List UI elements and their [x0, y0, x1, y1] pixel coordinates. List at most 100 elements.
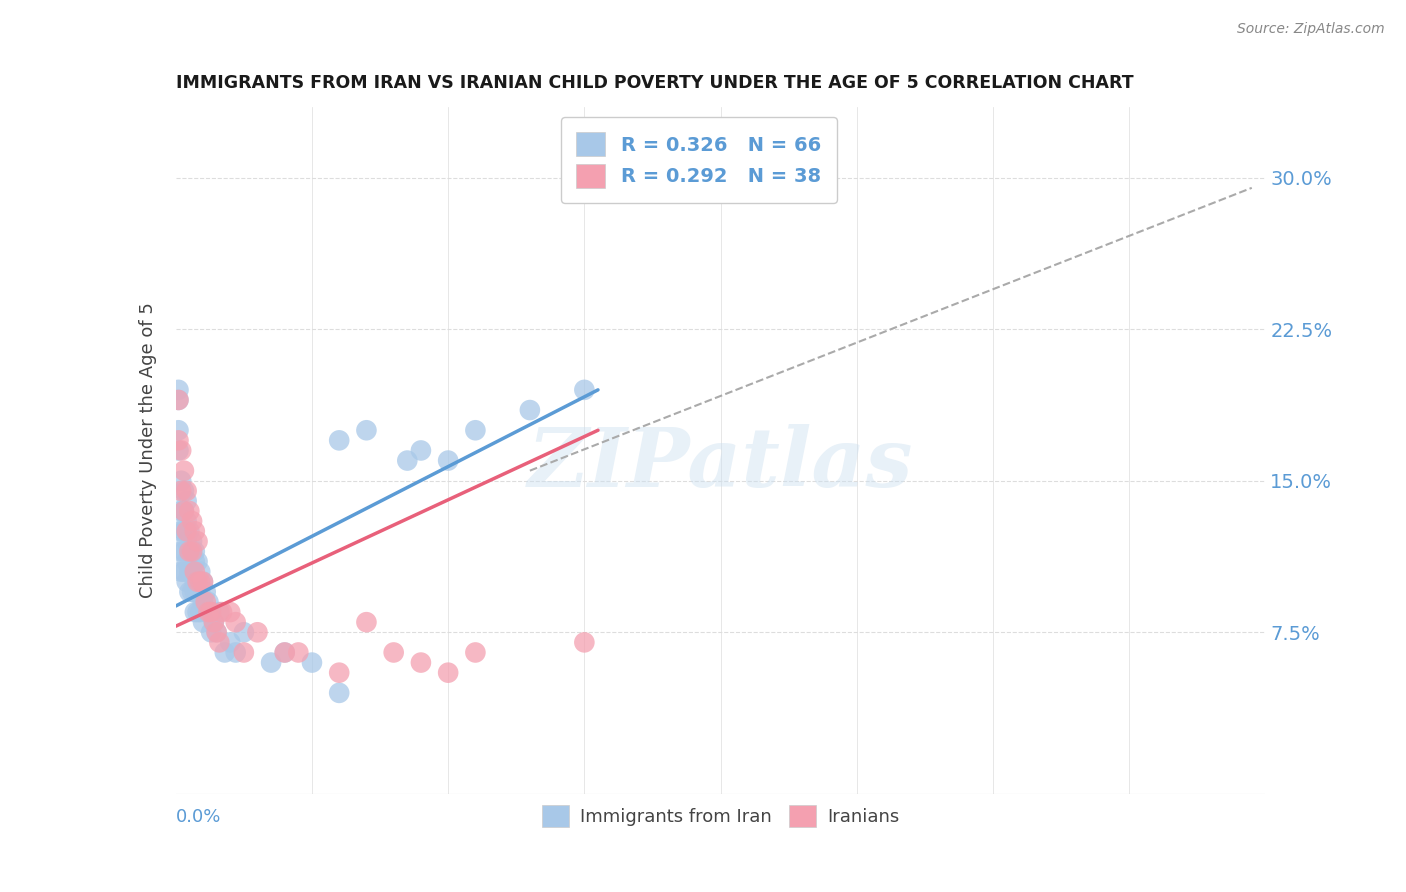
Point	[328, 434, 350, 448]
Point	[170, 565, 193, 579]
Point	[173, 544, 195, 558]
Point	[173, 504, 195, 518]
Point	[184, 544, 207, 558]
Point	[176, 534, 198, 549]
Point	[184, 574, 207, 589]
Point	[184, 605, 207, 619]
Point	[181, 514, 204, 528]
Point	[184, 565, 207, 579]
Point	[205, 625, 228, 640]
Text: 0.0%: 0.0%	[176, 807, 221, 826]
Point	[574, 383, 596, 397]
Point	[184, 524, 207, 539]
Point	[191, 595, 214, 609]
Point	[176, 494, 198, 508]
Point	[179, 585, 201, 599]
Point	[170, 544, 193, 558]
Point	[437, 665, 460, 680]
Point	[181, 544, 204, 558]
Point	[211, 605, 233, 619]
Point	[188, 574, 211, 589]
Point	[328, 665, 350, 680]
Point	[232, 625, 254, 640]
Point	[191, 574, 214, 589]
Point	[179, 565, 201, 579]
Point	[574, 635, 596, 649]
Point	[173, 464, 195, 478]
Point	[181, 534, 204, 549]
Point	[170, 504, 193, 518]
Point	[382, 645, 405, 659]
Point	[186, 534, 209, 549]
Point	[179, 504, 201, 518]
Point	[194, 595, 217, 609]
Point	[409, 443, 432, 458]
Point	[170, 443, 193, 458]
Point	[208, 605, 231, 619]
Point	[167, 383, 190, 397]
Point	[186, 574, 209, 589]
Point	[167, 443, 190, 458]
Point	[194, 585, 217, 599]
Y-axis label: Child Poverty Under the Age of 5: Child Poverty Under the Age of 5	[139, 302, 157, 599]
Point	[219, 635, 242, 649]
Point	[214, 645, 236, 659]
Point	[274, 645, 297, 659]
Point	[396, 453, 419, 467]
Point	[170, 524, 193, 539]
Point	[167, 392, 190, 407]
Point	[328, 686, 350, 700]
Point	[301, 656, 323, 670]
Point	[200, 605, 222, 619]
Point	[173, 565, 195, 579]
Point	[200, 605, 222, 619]
Point	[186, 585, 209, 599]
Point	[225, 615, 247, 630]
Point	[181, 544, 204, 558]
Point	[464, 645, 486, 659]
Point	[191, 615, 214, 630]
Point	[219, 605, 242, 619]
Point	[519, 403, 541, 417]
Point	[176, 514, 198, 528]
Point	[464, 423, 486, 437]
Point	[274, 645, 297, 659]
Point	[437, 453, 460, 467]
Point	[194, 605, 217, 619]
Point	[179, 544, 201, 558]
Point	[188, 585, 211, 599]
Point	[173, 504, 195, 518]
Point	[202, 615, 225, 630]
Point	[232, 645, 254, 659]
Legend: Immigrants from Iran, Iranians: Immigrants from Iran, Iranians	[533, 797, 908, 837]
Point	[186, 555, 209, 569]
Point	[176, 555, 198, 569]
Point	[246, 625, 269, 640]
Point	[186, 605, 209, 619]
Point	[200, 625, 222, 640]
Point	[173, 524, 195, 539]
Point	[191, 574, 214, 589]
Point	[181, 585, 204, 599]
Point	[208, 635, 231, 649]
Point	[173, 483, 195, 498]
Point	[176, 574, 198, 589]
Point	[167, 434, 190, 448]
Point	[197, 605, 219, 619]
Point	[356, 615, 378, 630]
Point	[167, 423, 190, 437]
Point	[202, 615, 225, 630]
Point	[225, 645, 247, 659]
Point	[260, 656, 283, 670]
Point	[179, 524, 201, 539]
Point	[184, 585, 207, 599]
Point	[188, 605, 211, 619]
Point	[197, 595, 219, 609]
Point	[170, 474, 193, 488]
Point	[188, 565, 211, 579]
Point	[176, 524, 198, 539]
Point	[186, 574, 209, 589]
Text: Source: ZipAtlas.com: Source: ZipAtlas.com	[1237, 22, 1385, 37]
Text: ZIPatlas: ZIPatlas	[527, 425, 914, 504]
Point	[184, 555, 207, 569]
